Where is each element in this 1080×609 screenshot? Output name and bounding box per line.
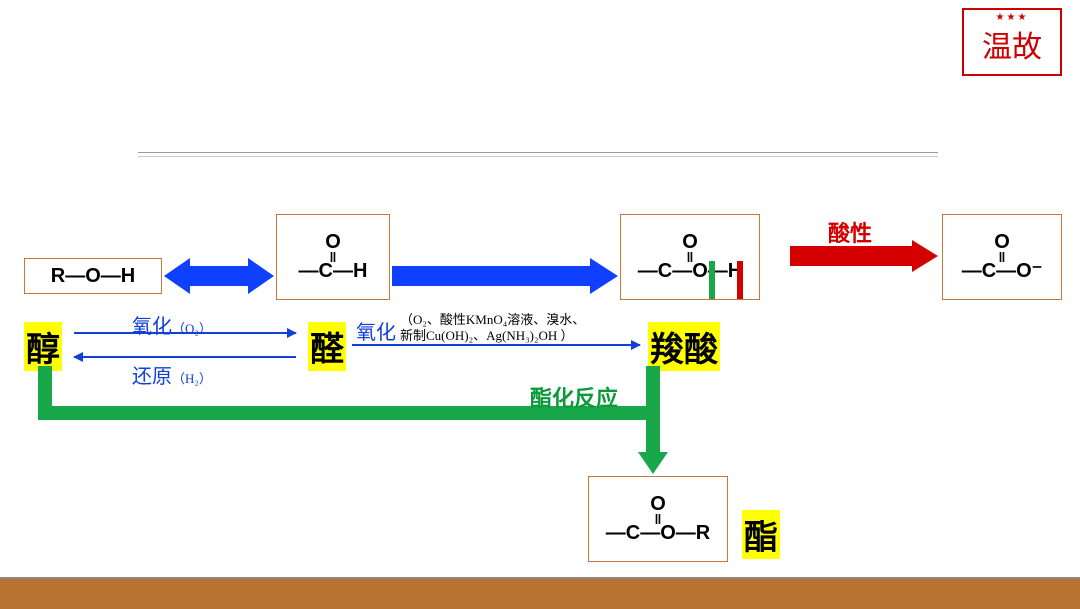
divider (138, 152, 938, 153)
label-reduce: 还原（H₂） (132, 360, 212, 389)
node-acid: O ‖ —C—O—H (620, 214, 760, 300)
acid-green-mark (709, 261, 715, 299)
arrow-alcohol-aldehyde (164, 258, 274, 294)
label-oxid1: 氧化（O₂） (132, 310, 212, 339)
formula-aldehyde: O ‖ —C—H (299, 232, 368, 282)
tag-alcohol: 醇 (24, 322, 62, 371)
stamp-stars: ★★★ (982, 14, 1042, 22)
node-alcohol: R—O—H (24, 258, 162, 294)
formula-anion: O ‖ —C—O⁻ (962, 232, 1043, 282)
tag-aldehyde: 醛 (308, 322, 346, 371)
arrow-aldehyde-acid (392, 258, 618, 294)
acid-red-mark (737, 261, 743, 299)
review-stamp: ★★★ 温故 (962, 8, 1062, 76)
divider-shadow (138, 156, 938, 157)
formula-acid: O ‖ —C—O—H (638, 232, 742, 282)
node-anion: O ‖ —C—O⁻ (942, 214, 1062, 300)
label-acidic: 酸性 (828, 216, 872, 248)
tag-acid: 羧酸 (648, 322, 720, 371)
label-esterify: 酯化反应 (530, 381, 618, 413)
stamp-text: 温故 (982, 31, 1042, 64)
thinarrow-reduce (74, 356, 296, 358)
label-oxid2: 氧化 (356, 316, 396, 345)
tag-ester: 酯 (742, 510, 780, 559)
bottom-band (0, 579, 1080, 609)
node-aldehyde: O ‖ —C—H (276, 214, 390, 300)
node-ester: O ‖ —C—O—R (588, 476, 728, 562)
formula-ester: O ‖ —C—O—R (606, 494, 710, 544)
formula-alcohol: R—O—H (51, 265, 135, 288)
label-oxid2-note: （O₂、酸性KMnO₄溶液、溴水、 新制Cu(OH)₂、Ag(NH₃)₂OH ） (400, 312, 585, 345)
